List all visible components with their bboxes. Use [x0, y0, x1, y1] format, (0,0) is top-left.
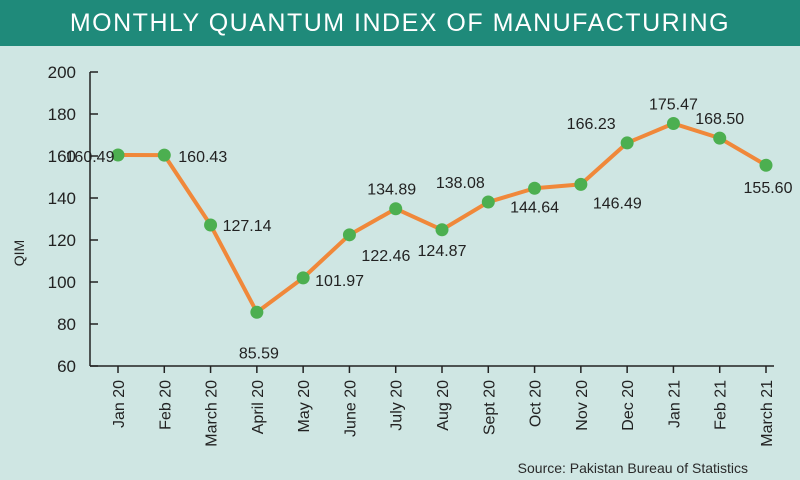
y-tick-label: 160	[48, 147, 76, 166]
data-point	[713, 131, 727, 145]
y-tick-label: 100	[48, 273, 76, 292]
data-label: 127.14	[223, 218, 272, 235]
data-point	[481, 195, 495, 209]
data-point	[389, 202, 403, 216]
x-tick-label: Jan 20	[111, 380, 128, 428]
data-label: 124.87	[418, 243, 467, 260]
chart-header: MONTHLY QUANTUM INDEX OF MANUFACTURING	[0, 0, 800, 46]
x-tick-label: Nov 20	[574, 380, 591, 431]
data-point	[435, 223, 449, 237]
data-label: 138.08	[436, 175, 485, 192]
chart-axes: 60 80 100 120 140 160 180 200 Jan 20 Feb 20 March …	[48, 63, 776, 447]
data-label: 85.59	[239, 345, 279, 362]
data-point	[157, 148, 171, 162]
y-tick-label: 180	[48, 105, 76, 124]
x-tick-label: Feb 21	[713, 380, 730, 430]
x-tick-label: March 21	[759, 380, 776, 447]
data-label: 160.49	[66, 149, 115, 166]
data-label: 146.49	[593, 195, 642, 212]
y-axis-title-group: QIM	[11, 240, 27, 266]
data-label: 175.47	[649, 97, 698, 114]
source-note: Source: Pakistan Bureau of Statistics	[517, 460, 748, 476]
y-tick-label: 60	[57, 357, 76, 376]
data-label: 101.97	[315, 273, 364, 290]
data-label: 144.64	[510, 199, 559, 216]
chart-area: 60 80 100 120 140 160 180 200 Jan 20 Feb 20 March …	[0, 46, 800, 480]
data-point	[759, 158, 773, 172]
x-tick-label: June 20	[342, 380, 359, 437]
data-point	[666, 117, 680, 131]
x-tick-label: Sept 20	[481, 380, 498, 435]
x-tick-label: March 20	[204, 380, 221, 447]
data-label: 155.60	[744, 180, 793, 197]
x-tick-label: April 20	[250, 380, 267, 434]
y-tick-label: 200	[48, 63, 76, 82]
data-point	[204, 218, 218, 232]
series-group: 160.49 160.43 127.14 85.59 101.97 122.46 134.8…	[66, 97, 793, 363]
x-tick-label: July 20	[389, 380, 406, 431]
data-label: 166.23	[567, 116, 616, 133]
x-tick-label: Dec 20	[620, 380, 637, 431]
x-tick-label: Jan 21	[666, 380, 683, 428]
data-label: 134.89	[367, 182, 416, 199]
x-tick-label: May 20	[296, 380, 313, 433]
data-point	[342, 228, 356, 242]
data-point	[296, 271, 310, 285]
data-point	[250, 305, 264, 319]
data-point	[574, 177, 588, 191]
x-tick-label: Aug 20	[435, 380, 452, 431]
data-point	[528, 181, 542, 195]
chart-title: MONTHLY QUANTUM INDEX OF MANUFACTURING	[69, 8, 731, 37]
y-tick-label: 80	[57, 315, 76, 334]
data-point	[620, 136, 634, 150]
x-tick-label: Oct 20	[528, 380, 545, 427]
y-axis-title: QIM	[11, 240, 27, 266]
y-tick-label: 140	[48, 189, 76, 208]
data-label: 122.46	[361, 248, 410, 265]
line-chart: 60 80 100 120 140 160 180 200 Jan 20 Feb 20 March …	[11, 63, 793, 447]
data-label: 160.43	[178, 149, 227, 166]
data-point	[111, 148, 125, 162]
data-label: 168.50	[695, 111, 744, 128]
x-tick-label: Feb 20	[157, 380, 174, 430]
y-tick-label: 120	[48, 231, 76, 250]
